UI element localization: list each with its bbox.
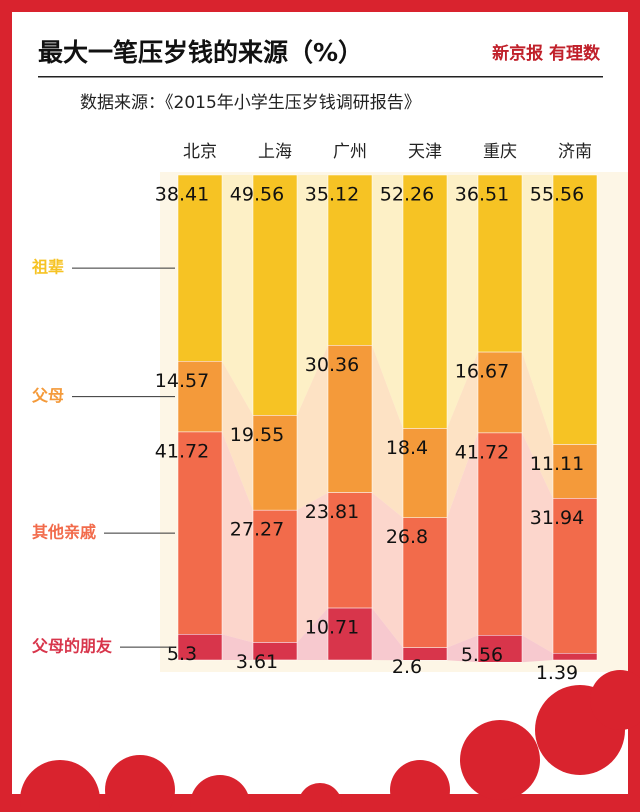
value-label: 38.41 xyxy=(155,184,209,206)
value-label: 41.72 xyxy=(155,440,209,462)
x-tick-label: 上海 xyxy=(258,142,292,162)
value-label: 52.26 xyxy=(380,184,434,206)
connector xyxy=(522,432,553,654)
value-label: 23.81 xyxy=(305,501,359,523)
bar xyxy=(477,432,523,636)
bar xyxy=(252,642,298,661)
title-rule xyxy=(38,76,603,78)
value-label: 41.72 xyxy=(455,441,509,463)
x-tick-label: 济南 xyxy=(558,142,592,162)
legend-label: 父母 xyxy=(31,386,64,405)
bar xyxy=(477,351,523,434)
value-label: 27.27 xyxy=(230,519,284,541)
value-label: 18.4 xyxy=(386,437,428,459)
connector xyxy=(222,634,253,660)
connector xyxy=(522,175,553,445)
value-label: 14.57 xyxy=(155,370,209,392)
bar xyxy=(402,428,448,518)
bar xyxy=(177,634,223,661)
value-label: 35.12 xyxy=(305,184,359,206)
bar xyxy=(327,345,373,493)
bar xyxy=(552,498,598,654)
bar xyxy=(402,174,448,429)
connector xyxy=(447,635,478,663)
value-label: 31.94 xyxy=(530,507,584,529)
value-label: 19.55 xyxy=(230,424,284,446)
bar xyxy=(477,174,523,353)
value-label: 36.51 xyxy=(455,184,509,206)
bar xyxy=(477,635,523,663)
bar xyxy=(177,361,223,433)
value-label: 55.56 xyxy=(530,184,584,206)
bar xyxy=(402,517,448,648)
value-label: 5.3 xyxy=(167,643,197,665)
value-label: 16.67 xyxy=(455,361,509,383)
bar xyxy=(252,415,298,511)
connector xyxy=(297,175,328,416)
x-tick-label: 重庆 xyxy=(483,142,517,162)
chart-title: 最大一笔压岁钱的来源（%） xyxy=(38,38,363,67)
bar xyxy=(552,653,598,661)
connector xyxy=(222,361,253,511)
connector xyxy=(447,352,478,518)
bar xyxy=(327,607,373,661)
bar xyxy=(177,174,223,362)
value-label: 5.56 xyxy=(461,644,503,666)
connector xyxy=(297,345,328,511)
subtitle: 数据来源：《2015年小学生压岁钱调研报告》 xyxy=(80,93,421,113)
legend-label: 其他亲戚 xyxy=(32,523,96,542)
connector xyxy=(522,352,553,499)
connector xyxy=(447,175,478,429)
bar xyxy=(402,647,448,661)
value-label: 26.8 xyxy=(386,526,428,548)
x-tick-label: 天津 xyxy=(408,142,442,162)
bar xyxy=(327,492,373,609)
legend-label: 祖辈 xyxy=(31,258,64,277)
connector xyxy=(297,608,328,660)
brand: 新京报 有理数 xyxy=(492,43,601,64)
connector xyxy=(372,345,403,518)
bar xyxy=(552,174,598,445)
bar xyxy=(252,174,298,416)
clouds xyxy=(20,670,640,812)
bar xyxy=(177,431,223,635)
bar xyxy=(252,509,298,643)
value-label: 1.39 xyxy=(536,662,578,684)
value-label: 10.71 xyxy=(305,617,359,639)
bar xyxy=(552,444,598,499)
value-label: 49.56 xyxy=(230,184,284,206)
bar xyxy=(327,174,373,346)
connector xyxy=(222,431,253,643)
connector xyxy=(222,175,253,416)
value-label: 30.36 xyxy=(305,354,359,376)
connector xyxy=(372,492,403,648)
value-label: 2.6 xyxy=(392,656,422,678)
connector xyxy=(522,635,553,663)
connector xyxy=(372,608,403,661)
value-label: 11.11 xyxy=(530,453,584,475)
x-tick-label: 广州 xyxy=(333,142,367,162)
connector xyxy=(297,492,328,643)
value-label: 3.61 xyxy=(236,651,278,673)
connector xyxy=(447,432,478,648)
legend-label: 父母的朋友 xyxy=(31,637,113,656)
x-tick-label: 北京 xyxy=(183,142,217,162)
connector xyxy=(372,175,403,429)
